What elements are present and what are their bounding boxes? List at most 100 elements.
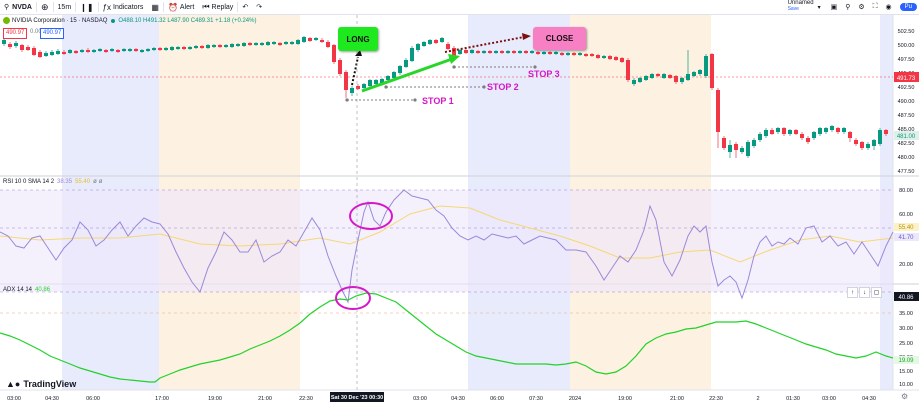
candle-body xyxy=(608,56,612,59)
candle-body xyxy=(146,49,150,51)
candle-body xyxy=(194,46,198,48)
bid-box[interactable]: 490.97 xyxy=(3,28,28,39)
candle-body xyxy=(176,47,180,49)
adx-current-tag xyxy=(894,292,919,301)
time-axis-label: 06:00 xyxy=(86,396,100,402)
candle-body xyxy=(740,148,744,152)
candle-body xyxy=(404,60,408,67)
candle-body xyxy=(164,48,168,50)
candle-body xyxy=(464,50,468,53)
fullscreen-button[interactable]: ⛶ xyxy=(869,0,882,14)
legend-status-dot xyxy=(111,18,116,23)
gear-icon: ⚙ xyxy=(901,392,909,401)
candles-icon: ❙❚ xyxy=(80,2,94,12)
highlight-price-text: 481.00 xyxy=(897,134,916,140)
candle-body xyxy=(224,45,228,47)
candle-body xyxy=(788,130,792,134)
candlestick-series xyxy=(2,36,888,158)
long-callout[interactable]: LONG xyxy=(338,27,378,51)
candle-body xyxy=(2,40,6,44)
candle-body xyxy=(698,70,702,74)
eye-icon[interactable]: ø xyxy=(93,179,97,185)
candle-body xyxy=(806,138,810,142)
candle-body xyxy=(434,40,438,43)
stop2-label[interactable]: STOP 2 xyxy=(487,82,519,92)
candle-body xyxy=(602,56,606,58)
rsi-legend[interactable]: RSI 10 0 SMA 14 2 38.35 55.40 ø ø xyxy=(3,179,102,185)
tradingview-logo-text: TradingView xyxy=(23,379,77,389)
candle-body xyxy=(236,44,240,46)
symbol-search[interactable]: ⚲ NVDA xyxy=(0,0,36,14)
search-button[interactable]: ⚲ xyxy=(841,0,854,14)
ask-box[interactable]: 490.97 xyxy=(40,28,65,39)
candle-body xyxy=(644,76,648,80)
candle-body xyxy=(362,84,366,88)
camera-button[interactable]: ◉ xyxy=(882,0,896,14)
long-pointer-arrow xyxy=(351,56,359,86)
candle-body xyxy=(842,128,846,132)
layout-menu[interactable]: Unnamed Save xyxy=(784,0,818,14)
interval-button[interactable]: 15m xyxy=(54,0,76,14)
candle-body xyxy=(206,45,210,48)
price-axis-label: 482.50 xyxy=(898,141,915,147)
candle-body xyxy=(74,51,78,53)
candle-body xyxy=(626,60,630,80)
chart-type-button[interactable]: ❙❚ xyxy=(76,0,97,14)
candle-body xyxy=(728,145,732,152)
time-axis-label: 17:00 xyxy=(155,396,169,402)
divider xyxy=(237,2,239,12)
rsi-value-tag xyxy=(894,233,919,241)
candle-body xyxy=(470,50,474,53)
adx-legend-value: 40.86 xyxy=(35,287,51,293)
chart-area[interactable]: 502.50500.00497.50495.00492.50490.00487.… xyxy=(0,15,919,406)
templates-button[interactable]: ▦ xyxy=(147,0,163,14)
time-cursor-tag xyxy=(330,392,384,402)
rsi-signal-tag-text: 55.40 xyxy=(898,225,914,231)
rsi-band-fill xyxy=(0,190,893,292)
stop3-end-dot xyxy=(533,65,537,69)
adx-legend[interactable]: ADX 14 14 40.86 xyxy=(3,287,50,293)
settings-button[interactable]: ⚙ xyxy=(854,0,868,14)
stop3-label[interactable]: STOP 3 xyxy=(528,69,560,79)
candle-body xyxy=(98,49,102,51)
price-axis-label: 487.50 xyxy=(898,113,915,119)
candle-body xyxy=(416,44,420,50)
divider xyxy=(35,2,37,12)
publish-button[interactable]: Pu xyxy=(899,3,917,11)
candle-body xyxy=(752,140,756,146)
time-axis-label: 03:00 xyxy=(822,396,836,402)
undo-button[interactable]: ↶ xyxy=(238,0,252,14)
alert-button[interactable]: ⏰ Alert xyxy=(164,0,198,14)
candle-body xyxy=(338,60,342,74)
stop1-label[interactable]: STOP 1 xyxy=(422,96,454,106)
search-icon: ⚲ xyxy=(4,4,10,11)
move-pane-down-button[interactable]: ↓ xyxy=(859,287,870,298)
move-pane-up-button[interactable]: ↑ xyxy=(847,287,858,298)
candle-body xyxy=(296,40,300,44)
replay-button[interactable]: ⏮ Replay xyxy=(198,0,237,14)
redo-button[interactable]: ↷ xyxy=(252,0,266,14)
chart-canvas[interactable]: 502.50500.00497.50495.00492.50490.00487.… xyxy=(0,15,919,406)
candle-body xyxy=(800,134,804,138)
settings-icon[interactable]: ø xyxy=(98,179,103,185)
time-axis-label: 03:00 xyxy=(7,396,21,402)
axis-settings-button[interactable]: ⚙ xyxy=(901,392,908,401)
time-axis-label: 21:00 xyxy=(670,396,684,402)
candle-body xyxy=(884,130,888,134)
main-legend[interactable]: NVIDIA Corporation · 15 · NASDAQ O488.10… xyxy=(3,17,256,24)
chevron-down-icon[interactable]: ▾ xyxy=(817,4,821,11)
close-callout[interactable]: CLOSE xyxy=(533,27,586,50)
candle-body xyxy=(860,142,864,148)
maximize-pane-button[interactable]: ▢ xyxy=(871,287,882,298)
indicators-button[interactable]: ƒx Indicators xyxy=(99,0,148,14)
tradingview-logo-icon: ▲● xyxy=(6,379,21,389)
layouts-button[interactable]: ▣ xyxy=(827,0,842,14)
top-toolbar: ⚲ NVDA ⊕ 15m ❙❚ ƒx Indicators ▦ ⏰ Alert … xyxy=(0,0,919,15)
time-axis-label: 04:30 xyxy=(451,396,465,402)
candle-body xyxy=(782,128,786,134)
candle-body xyxy=(530,51,534,53)
tradingview-logo[interactable]: ▲● TradingView xyxy=(6,379,76,389)
compare-button[interactable]: ⊕ xyxy=(37,0,53,14)
close-pointer-arrow xyxy=(444,36,525,53)
candle-body xyxy=(452,48,456,56)
